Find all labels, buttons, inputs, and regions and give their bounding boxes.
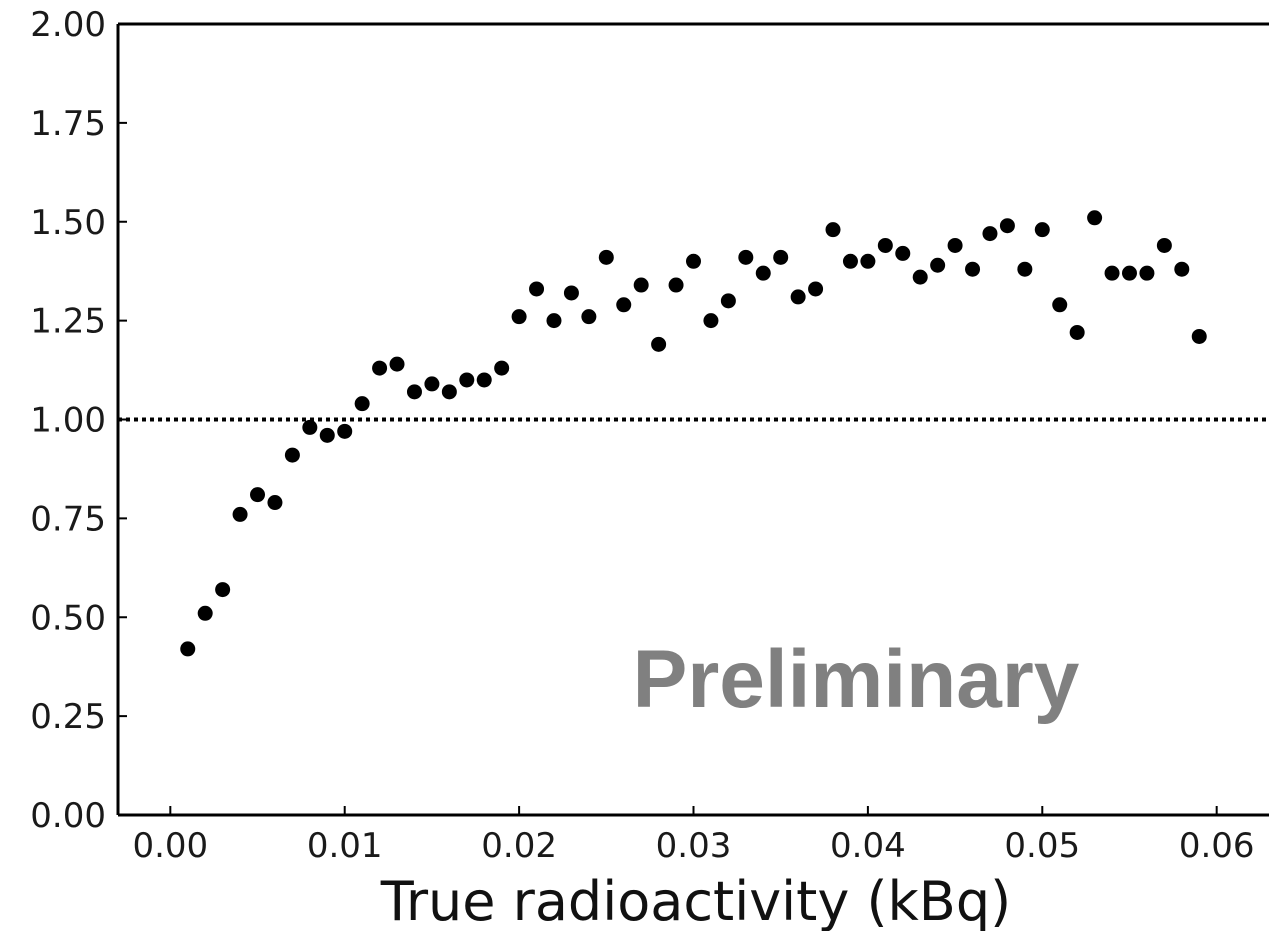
data-point — [773, 249, 789, 265]
watermark-text: Preliminary — [633, 634, 1080, 725]
x-tick-label: 0.01 — [307, 826, 383, 866]
data-point — [651, 336, 667, 352]
data-point — [1069, 324, 1085, 340]
data-point — [459, 372, 475, 388]
data-point — [1087, 210, 1103, 226]
data-point — [319, 427, 335, 443]
data-point — [529, 281, 545, 297]
ticks: 0.00 0.25 0.50 0.75 1.00 1.25 1.50 1.75 2.00 0.00… — [30, 5, 1254, 866]
data-point — [912, 269, 928, 285]
data-point — [180, 641, 196, 657]
data-point — [965, 261, 981, 277]
data-point — [703, 313, 719, 329]
y-tick-label: 2.00 — [30, 5, 106, 45]
data-point — [424, 376, 440, 392]
y-tick-label: 1.25 — [30, 302, 106, 342]
data-point — [1034, 222, 1050, 238]
data-point — [930, 257, 946, 273]
y-tick-label: 1.00 — [30, 401, 106, 441]
data-point — [546, 313, 562, 329]
data-point — [895, 245, 911, 261]
data-point — [947, 237, 963, 253]
data-point — [232, 506, 248, 522]
data-point — [1052, 297, 1068, 313]
data-point — [598, 249, 614, 265]
y-tick-label: 0.75 — [30, 499, 106, 539]
data-point — [686, 253, 701, 269]
data-point — [581, 309, 597, 325]
data-point — [633, 277, 649, 293]
data-point — [842, 253, 858, 269]
x-tick-label: 0.03 — [656, 826, 732, 866]
data-point — [197, 605, 213, 621]
x-tick-label: 0.06 — [1179, 826, 1255, 866]
y-tick-label: 0.50 — [30, 598, 106, 638]
data-point — [1174, 261, 1190, 277]
y-tick-label: 1.75 — [30, 104, 106, 144]
data-point — [215, 582, 231, 598]
data-point — [860, 253, 876, 269]
data-point — [302, 419, 318, 435]
data-point — [250, 487, 266, 503]
data-point — [441, 384, 457, 400]
data-point — [616, 297, 632, 313]
data-point — [1017, 261, 1033, 277]
x-tick-label: 0.02 — [481, 826, 557, 866]
data-point — [668, 277, 684, 293]
data-point — [825, 222, 841, 238]
x-tick-label: 0.04 — [830, 826, 906, 866]
data-point — [511, 309, 527, 325]
data-point — [476, 372, 492, 388]
data-point — [982, 226, 998, 242]
x-axis-title: True radioactivity (kBq) — [380, 870, 1011, 931]
data-point — [755, 265, 771, 281]
y-tick-label: 1.50 — [30, 203, 106, 243]
data-point — [808, 281, 824, 297]
data-point — [563, 285, 579, 301]
data-point — [406, 384, 422, 400]
data-point — [1139, 265, 1155, 281]
data-point — [372, 360, 388, 376]
data-point — [337, 423, 353, 439]
data-point — [284, 447, 300, 463]
data-point — [494, 360, 510, 376]
x-tick-label: 0.00 — [132, 826, 208, 866]
x-tick-label: 0.05 — [1004, 826, 1080, 866]
data-point — [1104, 265, 1120, 281]
data-point — [790, 289, 806, 305]
data-point — [877, 237, 893, 253]
y-tick-label: 0.25 — [30, 697, 106, 737]
data-point — [738, 249, 754, 265]
data-point — [999, 218, 1015, 234]
data-points — [180, 210, 1207, 657]
data-point — [1121, 265, 1137, 281]
data-point — [720, 293, 736, 309]
y-tick-label: 0.00 — [30, 796, 106, 836]
data-point — [1156, 237, 1172, 253]
data-point — [389, 356, 405, 372]
data-point — [267, 495, 283, 511]
data-point — [1191, 328, 1207, 344]
data-point — [354, 396, 370, 412]
